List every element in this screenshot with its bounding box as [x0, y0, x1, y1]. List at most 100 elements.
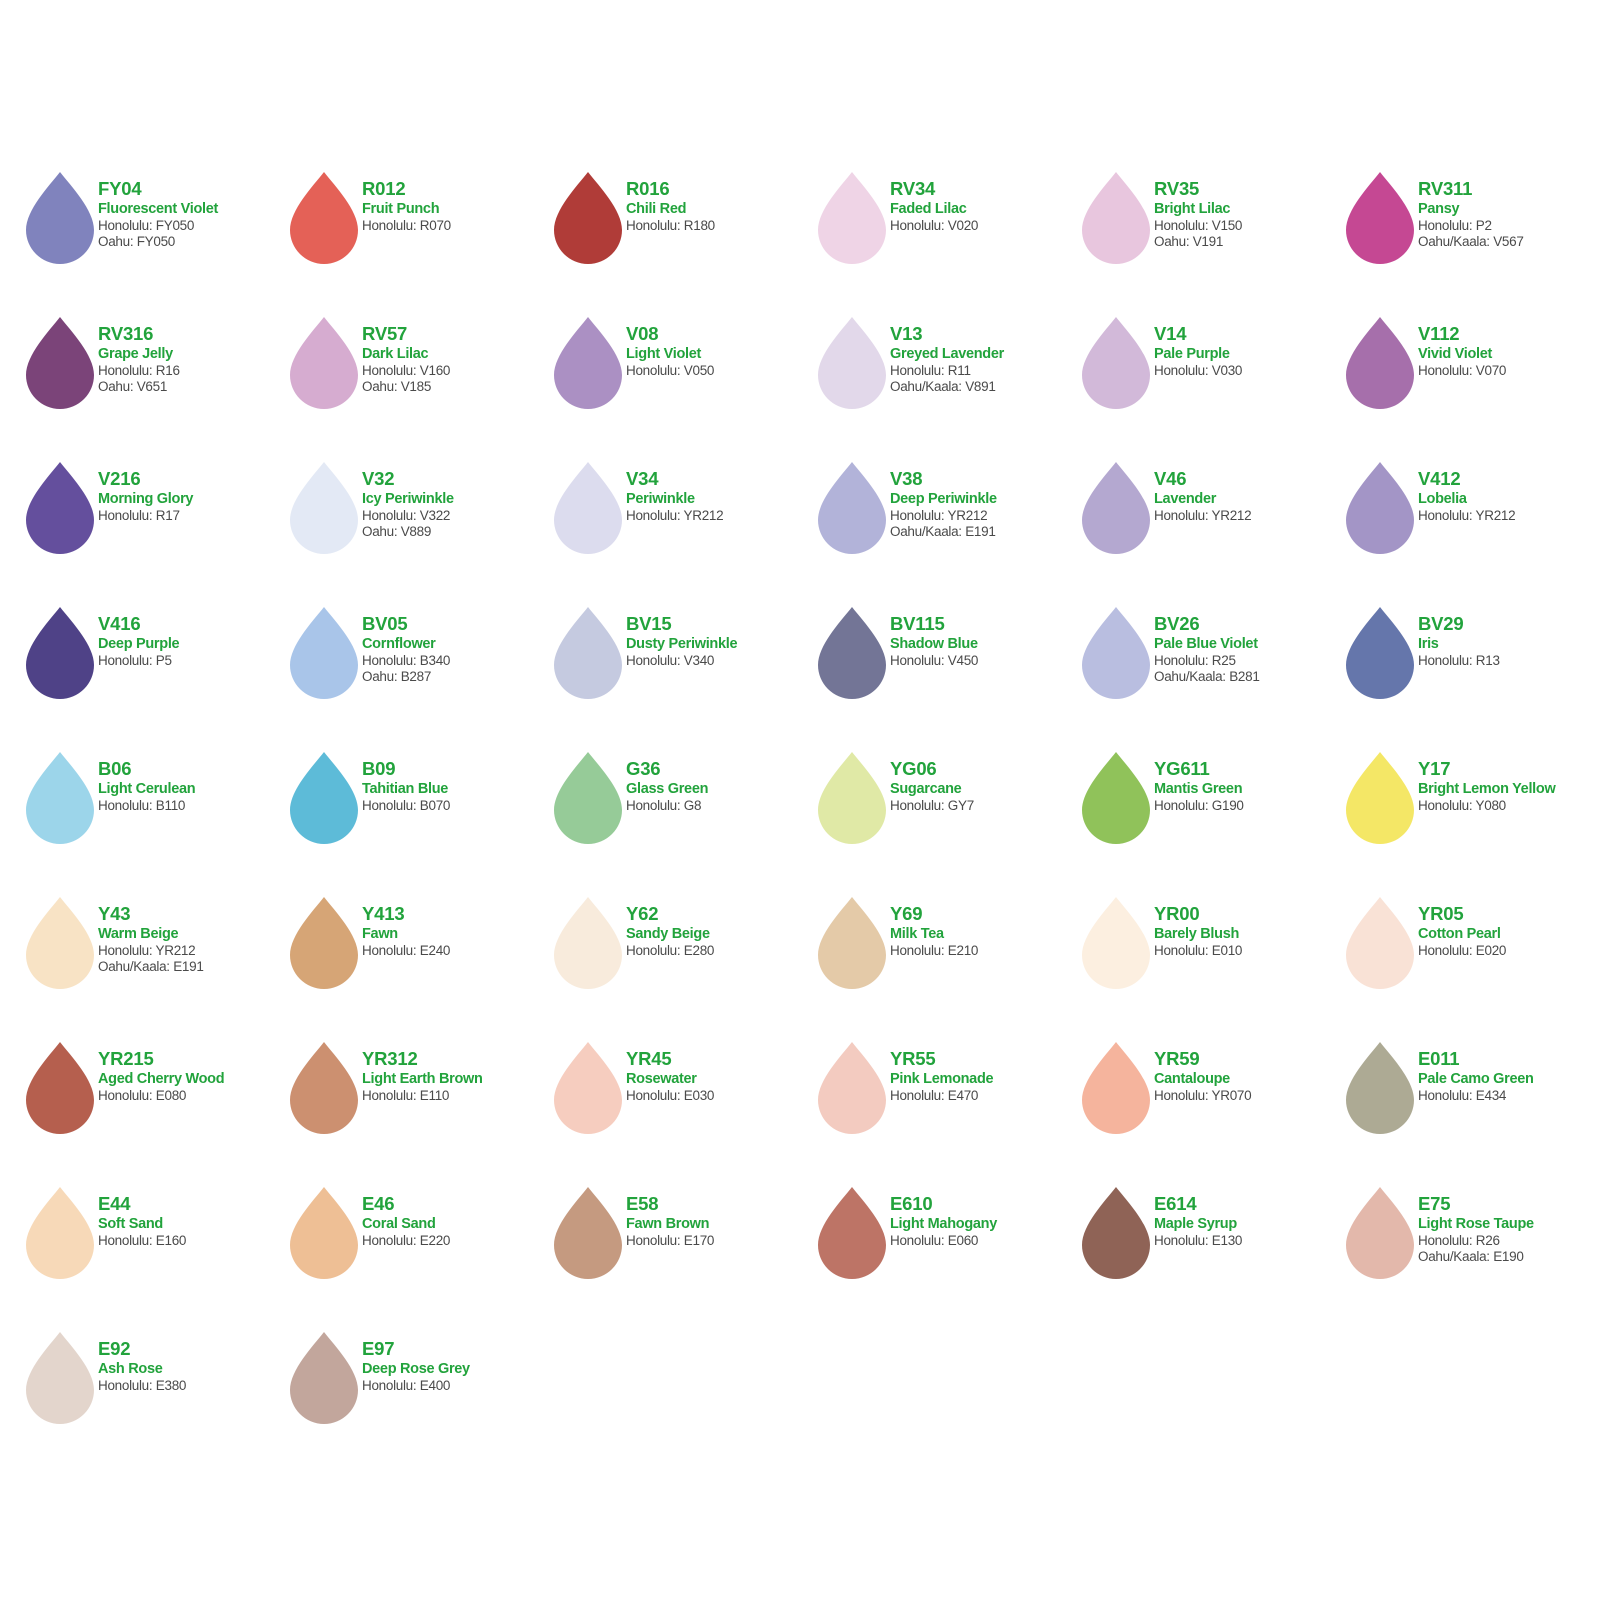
color-drop-icon — [290, 897, 358, 989]
swatch-label: YG06 Sugarcane Honolulu: GY7 — [890, 752, 974, 815]
swatch-label: B06 Light Cerulean Honolulu: B110 — [98, 752, 196, 815]
color-name: Morning Glory — [98, 490, 194, 507]
color-drop-shape — [818, 317, 886, 409]
color-name: Greyed Lavender — [890, 345, 1004, 362]
color-drop-icon — [26, 1042, 94, 1134]
color-drop-icon — [1346, 607, 1414, 699]
color-swatch: YR215 Aged Cherry Wood Honolulu: E080 — [26, 1042, 290, 1187]
color-drop-shape — [1346, 1187, 1414, 1279]
color-name: Shadow Blue — [890, 635, 978, 652]
color-swatch: RV316 Grape Jelly Honolulu: R16 Oahu: V65… — [26, 317, 290, 462]
swatch-label: RV311 Pansy Honolulu: P2 Oahu/Kaala: V567 — [1418, 172, 1524, 250]
color-swatch: E011 Pale Camo Green Honolulu: E434 — [1346, 1042, 1600, 1187]
color-code: V34 — [626, 468, 659, 489]
reference-code: Honolulu: FY050 — [98, 218, 195, 233]
color-name: Deep Periwinkle — [890, 490, 997, 507]
color-drop-icon — [1346, 752, 1414, 844]
color-drop-icon — [554, 897, 622, 989]
color-drop-shape — [26, 172, 94, 264]
color-swatch: Y17 Bright Lemon Yellow Honolulu: Y080 — [1346, 752, 1600, 897]
color-drop-icon — [1346, 172, 1414, 264]
color-code: Y69 — [890, 903, 923, 924]
swatch-label: V216 Morning Glory Honolulu: R17 — [98, 462, 193, 525]
color-name: Light Rose Taupe — [1418, 1215, 1534, 1232]
color-drop-shape — [818, 752, 886, 844]
swatch-label: V112 Vivid Violet Honolulu: V070 — [1418, 317, 1506, 380]
reference-code: Honolulu: E240 — [362, 943, 451, 958]
swatch-label: B09 Tahitian Blue Honolulu: B070 — [362, 752, 450, 815]
color-code: YR59 — [1154, 1048, 1200, 1069]
reference-code: Oahu: V185 — [362, 378, 432, 394]
color-drop-shape — [554, 1042, 622, 1134]
swatch-label: E92 Ash Rose Honolulu: E380 — [98, 1332, 186, 1395]
color-name: Iris — [1418, 635, 1439, 652]
color-drop-shape — [1082, 317, 1150, 409]
color-code: R016 — [626, 178, 670, 199]
reference-code: Oahu/Kaala: V567 — [1418, 233, 1524, 249]
color-swatch: YR45 Rosewater Honolulu: E030 — [554, 1042, 818, 1187]
swatch-label: Y17 Bright Lemon Yellow Honolulu: Y080 — [1418, 752, 1556, 815]
color-drop-shape — [290, 1042, 358, 1134]
color-name: Warm Beige — [98, 925, 179, 942]
color-drop-icon — [26, 317, 94, 409]
swatch-label: E011 Pale Camo Green Honolulu: E434 — [1418, 1042, 1534, 1105]
color-code: YR05 — [1418, 903, 1464, 924]
color-drop-shape — [26, 462, 94, 554]
swatch-label: E44 Soft Sand Honolulu: E160 — [98, 1187, 186, 1250]
swatch-label: Y69 Milk Tea Honolulu: E210 — [890, 897, 978, 960]
swatch-label: YR00 Barely Blush Honolulu: E010 — [1154, 897, 1242, 960]
color-name: Grape Jelly — [98, 345, 173, 362]
color-drop-shape — [1346, 1042, 1414, 1134]
reference-code: Honolulu: E010 — [1154, 943, 1243, 958]
swatch-label: YR05 Cotton Pearl Honolulu: E020 — [1418, 897, 1506, 960]
color-swatch: FY04 Fluorescent Violet Honolulu: FY050 O… — [26, 172, 290, 317]
color-drop-icon — [26, 607, 94, 699]
color-drop-icon — [554, 607, 622, 699]
reference-code: Oahu: V191 — [1154, 233, 1224, 249]
color-drop-shape — [26, 752, 94, 844]
reference-code: Oahu: FY050 — [98, 233, 176, 249]
color-name: Cotton Pearl — [1418, 925, 1501, 942]
swatch-label: E610 Light Mahogany Honolulu: E060 — [890, 1187, 997, 1250]
swatch-label: V34 Periwinkle Honolulu: YR212 — [626, 462, 724, 525]
color-name: Fawn Brown — [626, 1215, 710, 1232]
swatch-label: FY04 Fluorescent Violet Honolulu: FY050 O… — [98, 172, 218, 250]
color-code: V13 — [890, 323, 923, 344]
color-drop-shape — [1346, 172, 1414, 264]
color-swatch: YR59 Cantaloupe Honolulu: YR070 — [1082, 1042, 1346, 1187]
reference-code: Honolulu: R16 — [98, 363, 180, 378]
swatch-label: BV05 Cornflower Honolulu: B340 Oahu: B287 — [362, 607, 450, 685]
swatch-label: YR312 Light Earth Brown Honolulu: E110 — [362, 1042, 483, 1105]
reference-code: Honolulu: G190 — [1154, 798, 1244, 813]
reference-code: Honolulu: E210 — [890, 943, 979, 958]
color-drop-shape — [1346, 752, 1414, 844]
reference-code: Honolulu: V322 — [362, 508, 451, 523]
swatch-label: R016 Chili Red Honolulu: R180 — [626, 172, 715, 235]
color-name: Periwinkle — [626, 490, 695, 507]
reference-code: Honolulu: E470 — [890, 1088, 979, 1103]
color-drop-icon — [554, 317, 622, 409]
reference-code: Oahu: V889 — [362, 523, 432, 539]
swatch-grid: FY04 Fluorescent Violet Honolulu: FY050 O… — [26, 172, 1600, 1477]
color-code: YR215 — [98, 1048, 154, 1069]
swatch-label: V14 Pale Purple Honolulu: V030 — [1154, 317, 1242, 380]
reference-code: Honolulu: E400 — [362, 1378, 451, 1393]
swatch-label: RV57 Dark Lilac Honolulu: V160 Oahu: V185 — [362, 317, 450, 395]
reference-code: Honolulu: E434 — [1418, 1088, 1507, 1103]
reference-code: Honolulu: E220 — [362, 1233, 451, 1248]
reference-code: Honolulu: V030 — [1154, 363, 1243, 378]
color-swatch: YG611 Mantis Green Honolulu: G190 — [1082, 752, 1346, 897]
color-code: FY04 — [98, 178, 142, 199]
color-drop-shape — [26, 1042, 94, 1134]
color-drop-shape — [1346, 317, 1414, 409]
swatch-label: YR215 Aged Cherry Wood Honolulu: E080 — [98, 1042, 225, 1105]
color-swatch: YR312 Light Earth Brown Honolulu: E110 — [290, 1042, 554, 1187]
color-drop-shape — [1082, 897, 1150, 989]
color-drop-shape — [818, 1187, 886, 1279]
color-swatch: BV29 Iris Honolulu: R13 — [1346, 607, 1600, 752]
color-name: Light Mahogany — [890, 1215, 997, 1232]
color-name: Light Cerulean — [98, 780, 196, 797]
swatch-label: E58 Fawn Brown Honolulu: E170 — [626, 1187, 714, 1250]
color-code: G36 — [626, 758, 661, 779]
color-swatch: BV26 Pale Blue Violet Honolulu: R25 Oahu/… — [1082, 607, 1346, 752]
